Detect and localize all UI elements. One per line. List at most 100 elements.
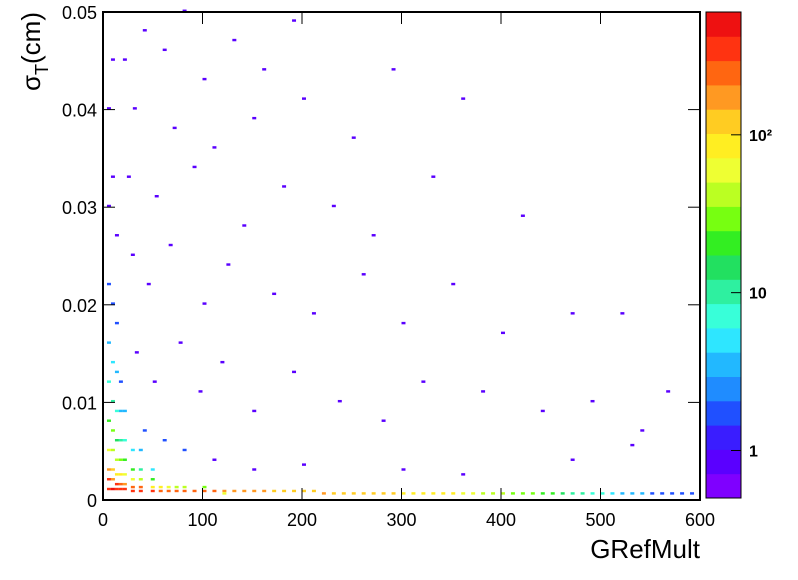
colorbar-tick-label: 1: [749, 443, 758, 460]
colorbar-band: [706, 84, 741, 110]
colorbar-band: [706, 157, 741, 183]
heat-cell: [154, 195, 159, 198]
heat-cell: [252, 489, 257, 493]
heat-cell: [182, 489, 187, 493]
heat-cell: [118, 380, 123, 383]
heat-cell: [114, 409, 119, 413]
heat-cell: [182, 9, 187, 12]
heat-cell: [680, 492, 685, 495]
heat-cell: [520, 214, 525, 217]
heat-cell: [461, 473, 466, 476]
heat-cell: [130, 485, 135, 489]
heat-cell: [114, 487, 119, 491]
heat-cell: [110, 468, 115, 471]
heat-cell: [122, 439, 127, 442]
heat-cell: [172, 126, 177, 130]
heat-cell: [391, 68, 396, 71]
heat-cell: [118, 409, 123, 413]
heat-cell: [114, 458, 119, 461]
heat-cell: [150, 468, 155, 471]
heat-cell: [166, 485, 171, 489]
heat-cell: [232, 489, 237, 493]
heat-cell: [381, 492, 386, 495]
heat-cell: [182, 448, 187, 452]
plot-frame: [102, 11, 701, 501]
heat-cell: [130, 489, 135, 493]
heat-cell: [202, 489, 207, 493]
heat-cell: [690, 492, 695, 495]
y-tick-label: 0.04: [62, 101, 97, 121]
heat-cell: [212, 146, 217, 149]
heat-cell: [202, 302, 207, 305]
heat-cell: [421, 380, 426, 383]
heat-cell: [106, 341, 111, 344]
x-tick-label: 0: [98, 510, 108, 530]
heat-cell: [158, 489, 163, 493]
heat-cell: [198, 390, 203, 393]
heat-cell: [302, 463, 306, 466]
heat-cell: [232, 38, 237, 42]
heat-cell: [106, 478, 111, 481]
colorbar-band: [706, 449, 741, 475]
heat-cell: [110, 487, 115, 491]
heat-cell: [106, 380, 111, 383]
y-label-unit: (cm): [16, 12, 46, 64]
heat-cell: [252, 468, 257, 471]
heat-cell: [520, 492, 525, 495]
y-tick-label: 0.02: [62, 296, 97, 316]
colorbar-band: [706, 327, 741, 353]
heat-cell: [110, 448, 115, 452]
heat-cell: [650, 492, 655, 495]
heat-cell: [580, 492, 585, 495]
heat-cell: [660, 492, 665, 495]
heat-cell: [118, 482, 123, 486]
heat-cell: [252, 116, 257, 120]
heat-cell: [252, 409, 257, 413]
colorbar-band: [706, 133, 741, 159]
colorbar-band: [706, 352, 741, 377]
heat-cell: [560, 492, 565, 495]
heat-cell: [640, 429, 645, 432]
colorbar-band: [706, 400, 741, 426]
y-label-main: σ: [16, 75, 46, 91]
heat-cell: [132, 107, 137, 110]
heat-cell: [311, 312, 316, 315]
heat-cell: [292, 370, 297, 374]
heat-cell: [130, 448, 135, 452]
heat-cell: [481, 492, 486, 495]
heat-cell: [431, 492, 436, 495]
heat-cell: [138, 468, 143, 471]
heat-cell: [242, 224, 247, 227]
heat-cell: [138, 448, 143, 452]
heat-cell: [550, 492, 555, 495]
heat-cell: [610, 492, 615, 495]
heat-cell: [501, 331, 505, 335]
heat-cell: [630, 492, 635, 495]
heat-cell: [106, 282, 111, 286]
heat-cell: [272, 489, 277, 493]
heat-cell: [158, 485, 163, 489]
heat-cell: [337, 399, 342, 403]
heat-cell: [321, 492, 326, 495]
heat-cell: [118, 487, 123, 491]
y-tick-label: 0: [87, 491, 97, 511]
x-tick-label: 400: [486, 510, 516, 530]
heat-cell: [222, 489, 227, 493]
heat-cell: [110, 478, 115, 481]
heat-cell: [150, 489, 155, 493]
heat-cell: [114, 234, 119, 237]
heat-cell: [202, 485, 207, 489]
heat-cell: [122, 482, 127, 486]
colorbar-band: [706, 60, 741, 86]
heat-cell: [106, 468, 111, 471]
colorbar-band: [706, 230, 741, 256]
heat-cell: [142, 29, 147, 32]
heat-cell: [471, 492, 476, 495]
heat-cell: [114, 439, 119, 442]
y-tick-label: 0.03: [62, 198, 97, 218]
heat-cell: [600, 492, 605, 495]
heat-cell: [401, 468, 406, 471]
colorbar-band: [706, 182, 741, 207]
heat-cell: [106, 487, 111, 491]
